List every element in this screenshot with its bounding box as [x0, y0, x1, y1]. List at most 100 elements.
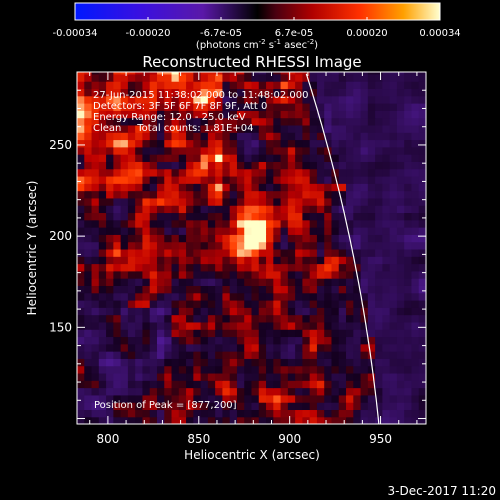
heatmap-cell [396, 278, 405, 286]
heatmap-cell [127, 183, 136, 192]
y-tick-label: 150 [49, 320, 72, 334]
heatmap-cell [266, 81, 274, 90]
heatmap-cell [382, 263, 391, 272]
heatmap-cell [186, 394, 194, 403]
heatmap-cell [411, 292, 420, 301]
heatmap-cell [287, 321, 296, 330]
heatmap-cell [295, 314, 303, 323]
heatmap-cell [353, 88, 362, 97]
heatmap-cell [251, 343, 260, 352]
heatmap-cell [418, 394, 426, 403]
heatmap-cell [353, 81, 362, 90]
heatmap-cell [244, 409, 253, 418]
heatmap-cell [396, 372, 405, 381]
heatmap-cell [222, 154, 231, 162]
heatmap-cell [120, 72, 129, 75]
heatmap-cell [142, 372, 151, 381]
heatmap-cell [367, 416, 376, 424]
heatmap-cell [331, 205, 340, 214]
heatmap-cell [120, 409, 129, 418]
heatmap-cell [207, 336, 216, 345]
heatmap-cell [404, 387, 413, 396]
heatmap-cell [375, 234, 383, 243]
heatmap-cell [193, 307, 202, 316]
heatmap-cell [418, 372, 426, 381]
heatmap-cell [396, 314, 405, 323]
heatmap-cell [207, 146, 216, 155]
heatmap-cell [77, 416, 85, 424]
heatmap-cell [258, 402, 267, 411]
heatmap-cell [382, 329, 391, 338]
heatmap-cell [411, 241, 420, 250]
heatmap-cell [287, 103, 296, 111]
heatmap-cell [396, 117, 405, 126]
heatmap-cell [200, 161, 209, 170]
heatmap-cell [309, 110, 318, 119]
heatmap-cell [389, 241, 398, 250]
heatmap-cell [280, 278, 289, 286]
heatmap-cell [389, 256, 398, 265]
heatmap-cell [331, 103, 340, 111]
heatmap-cell [171, 146, 180, 155]
heatmap-cell [404, 409, 413, 418]
heatmap-cell [215, 365, 224, 374]
heatmap-cell [171, 197, 180, 206]
heatmap-cell [389, 365, 398, 374]
heatmap-cell [396, 299, 405, 308]
heatmap-cell [309, 343, 318, 352]
heatmap-cell [193, 154, 202, 162]
heatmap-cell [77, 285, 85, 294]
heatmap-cell [295, 124, 303, 133]
heatmap-cell [156, 270, 165, 279]
colorbar-gradient [74, 2, 441, 21]
heatmap-cell [258, 270, 267, 279]
heatmap-cell [324, 387, 333, 396]
heatmap-cell [178, 227, 187, 235]
heatmap-cell [367, 212, 376, 221]
heatmap-cell [346, 394, 354, 403]
heatmap-cell [222, 409, 231, 418]
heatmap-cell [186, 263, 194, 272]
heatmap-cell [200, 329, 209, 338]
heatmap-cell [266, 248, 274, 257]
heatmap-cell [324, 183, 333, 192]
heatmap-cell [353, 336, 362, 345]
heatmap-cell [156, 394, 165, 403]
heatmap-cell [324, 72, 333, 75]
heatmap-cell [120, 139, 129, 148]
heatmap-cell [77, 365, 85, 374]
heatmap-cell [346, 270, 354, 279]
heatmap-cell [215, 321, 224, 330]
heatmap-cell [411, 372, 420, 381]
heatmap-cell [142, 336, 151, 345]
heatmap-cell [171, 380, 180, 389]
heatmap-cell [389, 161, 398, 170]
heatmap-cell [229, 205, 238, 214]
heatmap-cell [149, 387, 158, 396]
heatmap-cell [91, 380, 100, 389]
heatmap-cell [135, 372, 144, 381]
heatmap-cell [418, 314, 426, 323]
heatmap-cell [106, 402, 114, 411]
heatmap-cell [331, 110, 340, 119]
heatmap-cell [324, 73, 333, 82]
heatmap-cell [98, 146, 107, 155]
heatmap-cell [389, 234, 398, 243]
heatmap-cell [331, 146, 340, 155]
heatmap-cell [418, 343, 426, 352]
heatmap-cell [113, 161, 122, 170]
heatmap-cell [164, 314, 173, 323]
heatmap-cell [106, 292, 114, 301]
heatmap-cell [353, 227, 362, 235]
plot-area [77, 72, 426, 424]
heatmap-cell [91, 234, 100, 243]
heatmap-cell [98, 132, 107, 141]
heatmap-cell [84, 73, 93, 82]
heatmap-cell [316, 307, 325, 316]
heatmap-cell [251, 278, 260, 286]
heatmap-cell [156, 72, 165, 75]
heatmap-cell [91, 103, 100, 111]
heatmap-cell [207, 372, 216, 381]
heatmap-cell [229, 248, 238, 257]
heatmap-cell [316, 212, 325, 221]
